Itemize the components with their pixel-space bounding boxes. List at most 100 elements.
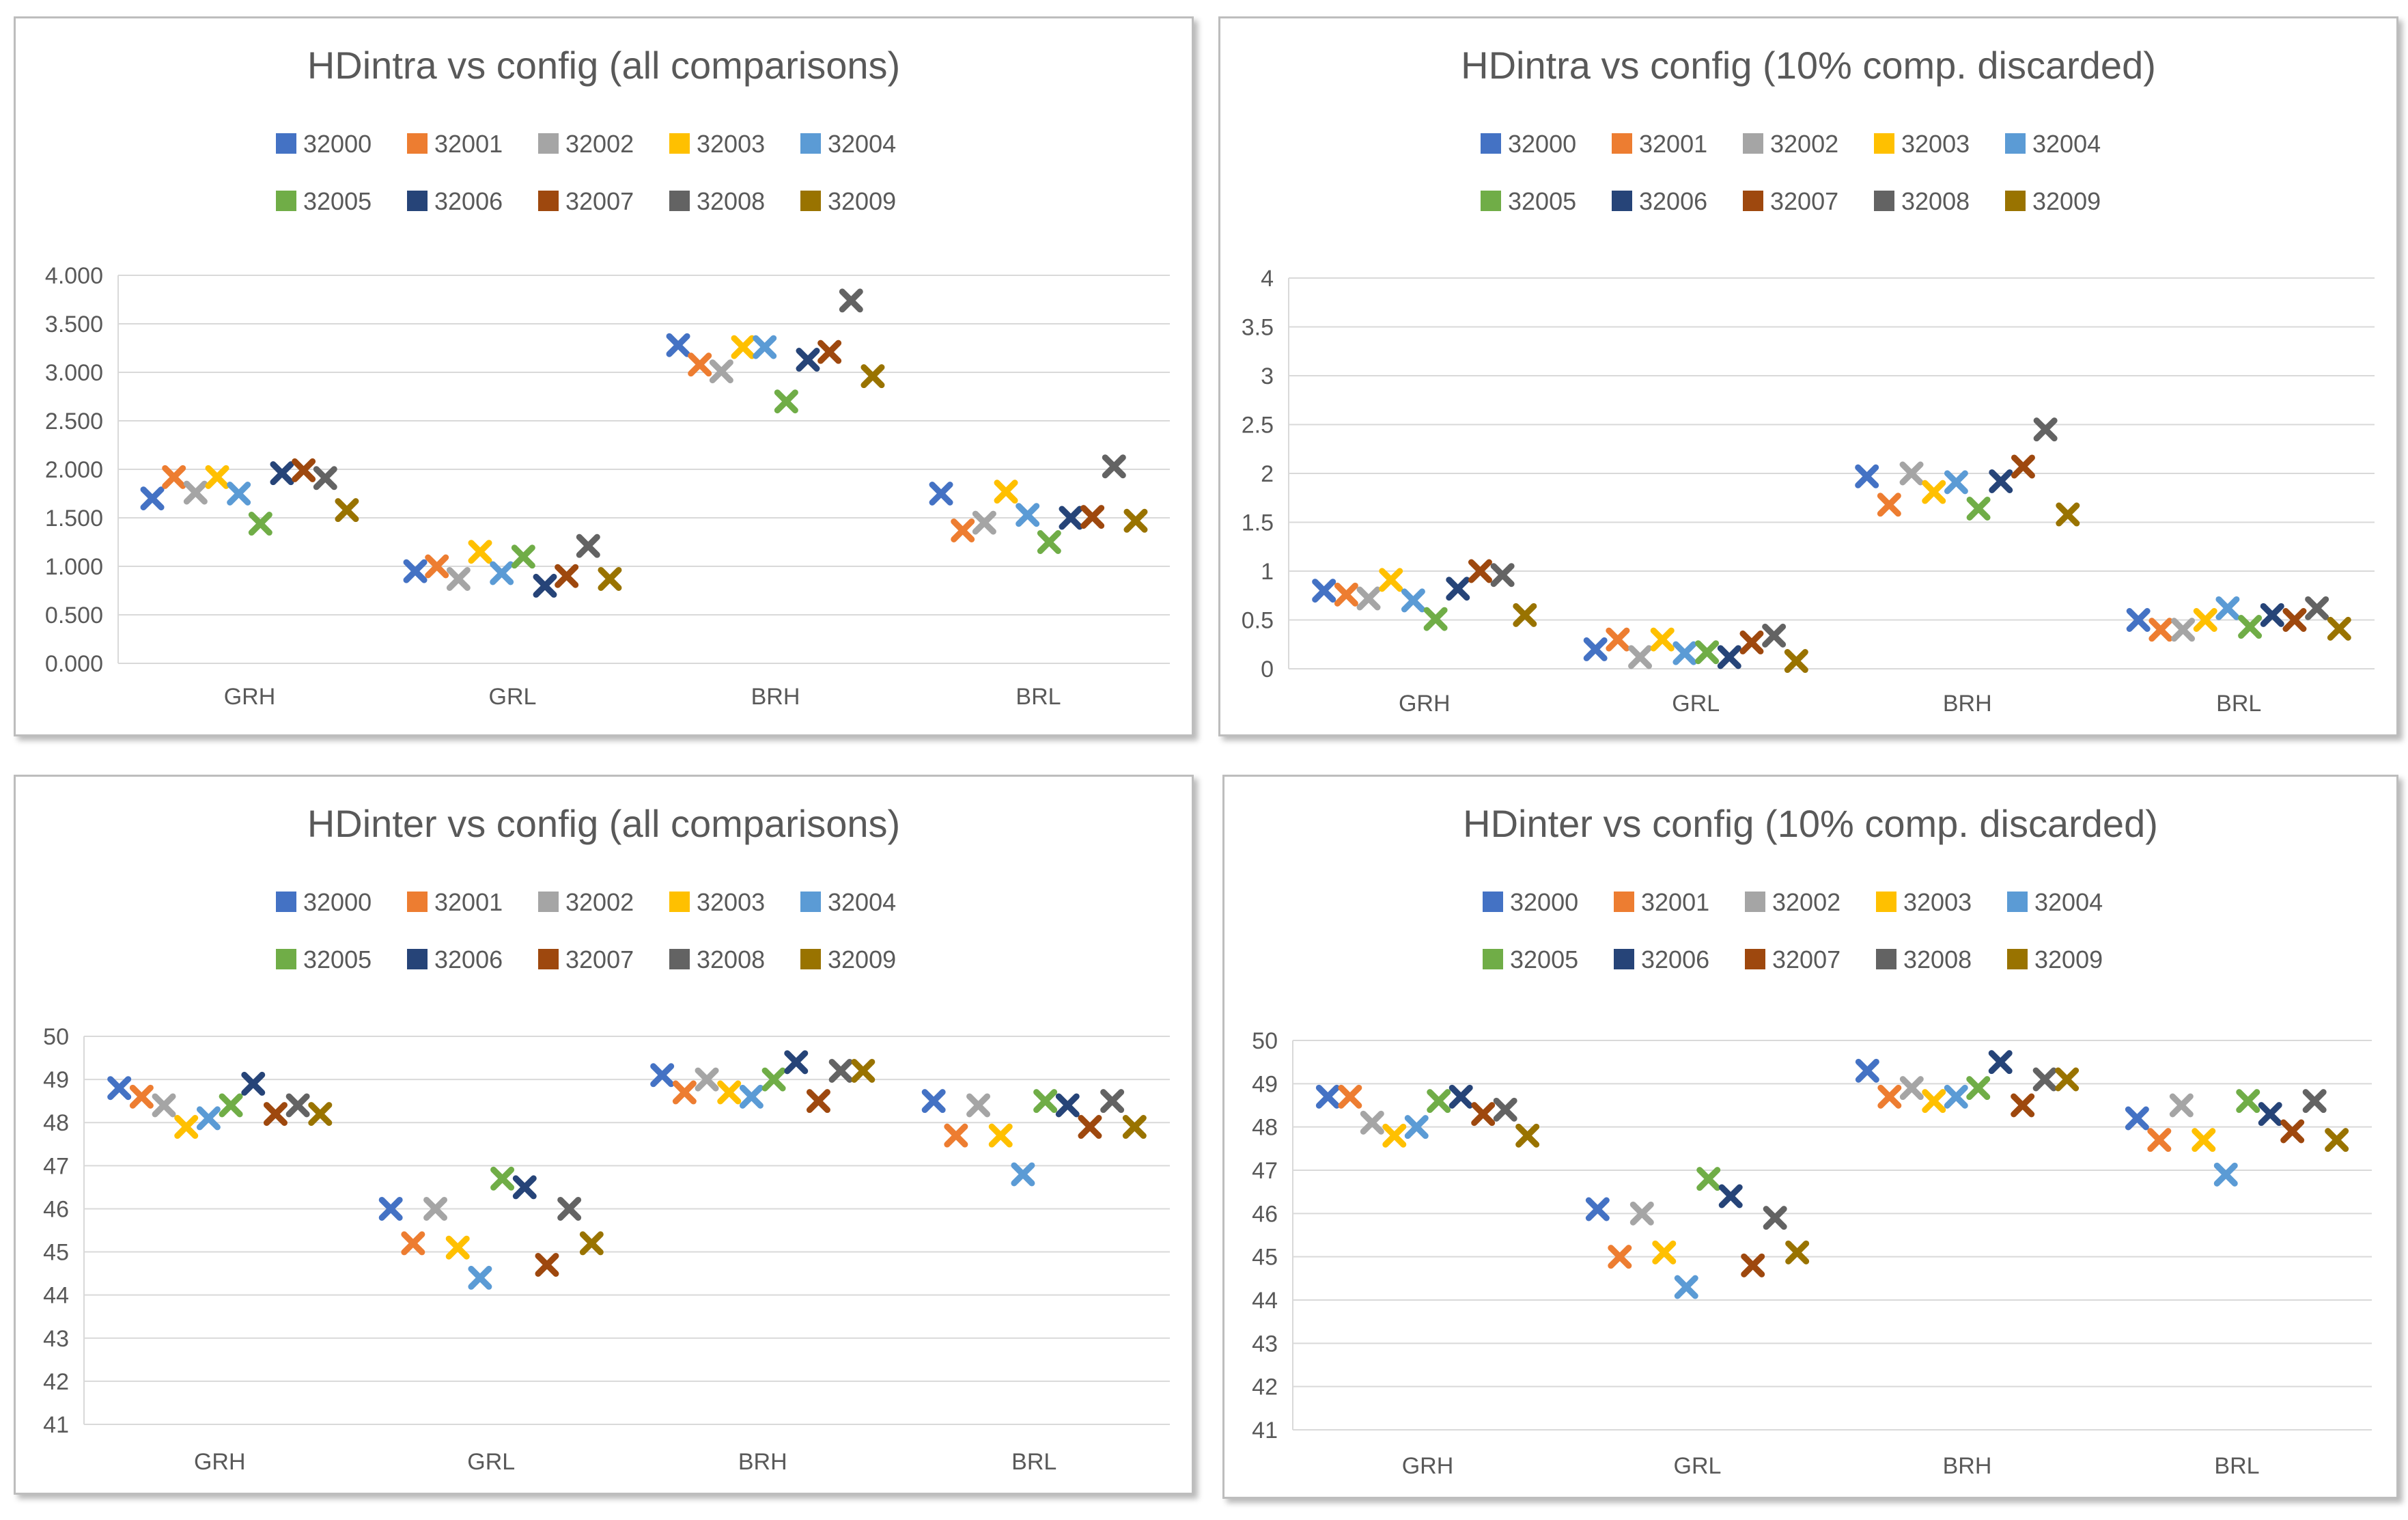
y-tick-label: 45: [1252, 1245, 1278, 1271]
marker-32001-BRH: [688, 353, 712, 377]
legend-swatch: [1874, 133, 1894, 154]
legend-item-32009: 32009: [2007, 945, 2103, 973]
legend-swatch: [407, 191, 428, 211]
y-tick-label: 4.000: [45, 263, 103, 289]
marker-32002-GRL: [446, 566, 471, 591]
y-tick-label: 43: [43, 1326, 69, 1352]
marker-32008-GRH: [1490, 563, 1515, 588]
y-tick-label: 42: [43, 1369, 69, 1395]
legend-swatch: [407, 892, 428, 912]
legend-item-32004: 32004: [800, 888, 896, 916]
y-tick-label: 50: [43, 1024, 69, 1050]
marker-32002-BRL: [972, 510, 996, 535]
marker-32000-GRH: [1312, 579, 1336, 603]
chart-svg-2: HDintra vs config (10% comp. discarded) 3…: [1242, 44, 2375, 717]
legend-item-32003: 32003: [1876, 888, 1972, 916]
y-tick-label: 48: [1252, 1115, 1278, 1141]
marker-32002-BRH: [695, 1067, 719, 1092]
marker-32003-BRL: [988, 1123, 1013, 1148]
y-tick-label: 41: [43, 1412, 69, 1438]
marker-32004-BRL: [2213, 1162, 2238, 1187]
y-tick-label: 4: [1261, 266, 1274, 292]
legend-swatch: [538, 191, 559, 211]
legend-label: 32004: [2032, 130, 2101, 158]
legend-swatch: [407, 949, 428, 969]
marker-32000-BRL: [921, 1089, 946, 1114]
marker-32007-BRH: [2011, 454, 2035, 479]
marker-32006-BRL: [2260, 603, 2284, 627]
marker-32009-BRL: [1122, 1115, 1147, 1139]
marker-32002-GRL: [1628, 645, 1653, 669]
y-tick-label: 3.500: [45, 312, 103, 337]
marker-32001-GRL: [1606, 627, 1630, 652]
marker-32006-BRL: [1059, 506, 1083, 530]
marker-32001-BRL: [2148, 618, 2173, 642]
marker-32000-BRL: [929, 482, 953, 506]
legend-label: 32001: [434, 888, 503, 916]
legend-item-32005: 32005: [1481, 187, 1576, 215]
marker-32008-GRL: [1763, 1206, 1787, 1230]
marker-32008-BRL: [1102, 454, 1126, 479]
chart-panel-1: HDintra vs config (all comparisons) 32000…: [14, 16, 1194, 736]
x-category-label: GRL: [467, 1449, 515, 1475]
legend-item-32004: 32004: [800, 130, 896, 158]
legend-item-32008: 32008: [669, 945, 765, 973]
marker-32001-GRH: [1338, 1084, 1362, 1109]
legend-swatch: [669, 191, 690, 211]
marker-32003-GRH: [205, 465, 229, 489]
legend-label: 32003: [1903, 888, 1972, 916]
legend-label: 32007: [565, 187, 634, 215]
legend-swatch: [1614, 892, 1634, 912]
marker-32006-BRL: [2258, 1102, 2282, 1127]
legend-swatch: [2005, 191, 2026, 211]
marker-32000-GRL: [1583, 637, 1608, 661]
chart-title: HDinter vs config (all comparisons): [307, 802, 900, 845]
marker-32005-GRH: [1423, 607, 1448, 631]
marker-32005-BRH: [1966, 496, 1991, 521]
x-category-label: GRL: [1672, 691, 1720, 717]
marker-32003-BRL: [2192, 1128, 2216, 1152]
marker-32007-BRL: [1078, 1115, 1102, 1139]
marker-32008-GRL: [1762, 623, 1787, 648]
y-tick-label: 49: [1252, 1071, 1278, 1097]
marker-32009-GRL: [598, 566, 622, 591]
y-tick-label: 48: [43, 1110, 69, 1136]
marker-32001-BRH: [1877, 1084, 1902, 1109]
legend-item-32007: 32007: [538, 945, 634, 973]
x-category-label: GRH: [1402, 1453, 1454, 1479]
marker-32003-GRH: [174, 1115, 199, 1139]
marker-32006-GRH: [270, 461, 294, 486]
marker-32008-BRL: [2302, 1089, 2327, 1114]
marker-32009-BRH: [860, 364, 885, 389]
y-tick-label: 3.000: [45, 360, 103, 386]
marker-32005-GRL: [1695, 640, 1720, 665]
marker-32005-BRL: [1033, 1089, 1058, 1114]
legend-swatch: [2007, 949, 2028, 969]
legend-swatch: [800, 892, 821, 912]
marker-32005-BRH: [1966, 1076, 1991, 1101]
marker-32000-GRL: [378, 1196, 403, 1221]
marker-32009-GRL: [1784, 649, 1808, 674]
marker-32007-BRH: [817, 340, 842, 364]
marker-32005-GRL: [490, 1166, 515, 1191]
marker-32002-GRL: [423, 1196, 448, 1221]
chart-panel-2: HDintra vs config (10% comp. discarded) 3…: [1218, 16, 2398, 736]
chart-svg-1: HDintra vs config (all comparisons) 32000…: [45, 44, 1170, 710]
marker-32000-GRH: [140, 486, 165, 511]
legend-label: 32006: [434, 945, 503, 973]
y-tick-label: 44: [1252, 1288, 1278, 1314]
marker-32007-GRH: [1468, 559, 1492, 583]
marker-32008-BRL: [1100, 1089, 1125, 1114]
marker-32000-BRL: [2126, 608, 2151, 632]
legend-swatch: [1743, 133, 1763, 154]
legend-swatch: [538, 949, 559, 969]
legend-item-32009: 32009: [800, 187, 896, 215]
y-tick-label: 49: [43, 1067, 69, 1093]
marker-32001-BRL: [951, 518, 975, 542]
legend-label: 32003: [697, 130, 765, 158]
marker-32001-BRL: [2147, 1128, 2172, 1152]
legend-label: 32002: [565, 888, 634, 916]
legend-item-32000: 32000: [1481, 130, 1576, 158]
marker-32009-BRH: [851, 1058, 876, 1083]
legend-label: 32002: [565, 130, 634, 158]
